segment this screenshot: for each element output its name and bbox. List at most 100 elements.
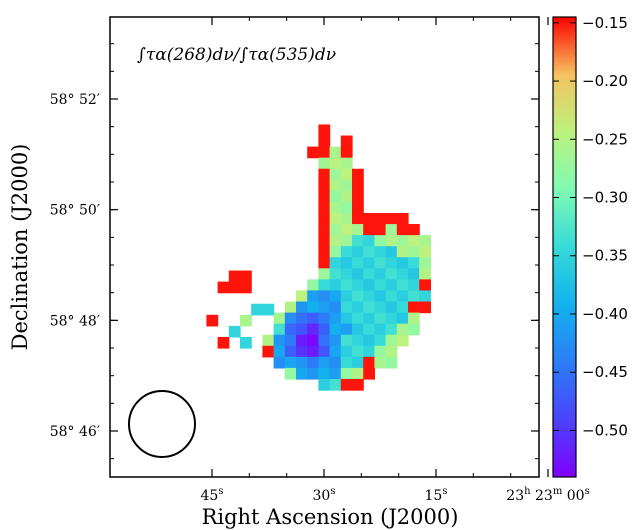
heatmap-cell [307,279,319,292]
heatmap-cell [352,224,364,236]
heatmap-cell [262,345,275,358]
heatmap-cell [340,168,353,181]
heatmap-cell [329,378,342,391]
heatmap-cell [352,345,364,358]
heatmap-cell [374,212,387,225]
heatmap-cell [396,224,409,236]
heatmap-cell [318,212,331,225]
heatmap-cell [340,345,353,358]
heatmap-cell [340,179,353,192]
heatmap-cell [352,190,364,203]
y-axis-title: Declination (J2000) [8,144,32,351]
heatmap-cell [329,268,342,280]
heatmap-cell [374,356,387,369]
y-tick-label: 58° 50′ [50,203,100,219]
heatmap-cell [363,356,375,369]
heatmap-cell [396,212,409,225]
heatmap-cell [307,312,319,325]
heatmap-cell [374,246,387,258]
heatmap-cell [284,367,297,380]
heatmap-cell [318,246,331,258]
heatmap-cell [296,323,308,336]
heatmap-cell [340,201,353,214]
plot-frame [109,16,540,478]
heatmap-cell [318,268,331,280]
heatmap-cell [352,246,364,258]
heatmap-cell [340,323,353,336]
heatmap-cell [374,301,387,314]
heatmap-cell [329,334,342,347]
heatmap-cell [352,367,364,380]
heatmap-cell [340,224,353,236]
heatmap-cell [318,334,331,347]
heatmap-cell [340,235,353,247]
heatmap-cell [363,323,375,336]
heatmap-cell [273,323,286,336]
heatmap-cell [352,323,364,336]
heatmap-cell [329,246,342,258]
y-tick-label: 58° 46′ [50,424,100,440]
heatmap-cell [363,334,375,347]
heatmap-cell [284,323,297,336]
heatmap-cell [340,367,353,380]
x-axis-title: Right Ascension (J2000) [202,505,459,529]
heatmap-cell [408,323,420,336]
heatmap-cell [385,279,398,292]
y-tick-labels: 58° 52′ 58° 50′ 58° 48′ 58° 46′ [50,92,100,440]
heatmap-cell [374,334,387,347]
heatmap-cell [385,290,398,303]
heatmap-cell [385,312,398,325]
heatmap-cell [385,257,398,269]
heatmap-cell [352,235,364,247]
heatmap-cell [284,345,297,358]
heatmap-cell [374,235,387,247]
heatmap-cell [329,157,342,170]
heatmap-cell [374,224,387,236]
heatmap-cell [363,367,375,380]
heatmap-cell [262,334,275,347]
heatmap-cell [318,124,331,137]
heatmap-cell [284,356,297,369]
heatmap-cell [284,334,297,347]
heatmap-cell [396,312,409,325]
colorbar-gradient [553,17,576,477]
heatmap-cell [228,281,241,294]
colorbar-tick-label: −0.25 [582,130,628,148]
heatmap-cell [240,281,252,294]
heatmap-cell [340,257,353,269]
heatmap-cell [352,290,364,303]
heatmap-cell [408,224,420,236]
heatmap-cell [318,367,331,380]
heatmap-cell [307,323,319,336]
heatmap-cell [296,312,308,325]
colorbar: −0.15 −0.20 −0.25 −0.30 −0.35 −0.40 −0.45 −0.50 [552,14,628,478]
x-tick-labels: 45s 30s 15s 23h 23m 00s [201,486,590,504]
heatmap-cell [240,270,252,283]
heatmap-cell [419,268,431,280]
heatmap-cell [363,257,375,269]
heatmap-cell [273,334,286,347]
y-tick-label: 58° 48′ [50,313,100,329]
heatmap-cell [228,270,241,283]
heatmap-cell [318,146,331,159]
heatmap-cell [396,334,409,347]
colorbar-frame [552,16,577,478]
heatmap-cell [352,179,364,192]
heatmap-cell [340,378,353,391]
heatmap-cell [318,290,331,303]
ratio-annotation: ∫τα(268)dν/∫τα(535)dν [137,45,336,65]
heatmap-cell [329,301,342,314]
heatmap-cell [419,301,431,314]
heatmap-cell [318,157,331,170]
heatmap-cell [217,281,230,294]
heatmap-cell [329,190,342,203]
heatmap-cell [329,367,342,380]
heatmap-cell [340,334,353,347]
heatmap-cell [340,212,353,225]
heatmap-cell [329,323,342,336]
plot-area: ∫τα(268)dν/∫τα(535)dν [109,16,549,478]
heatmap-cell [228,325,241,338]
heatmap-cell [419,290,431,303]
heatmap-cell [374,323,387,336]
heatmap-cell [352,201,364,214]
